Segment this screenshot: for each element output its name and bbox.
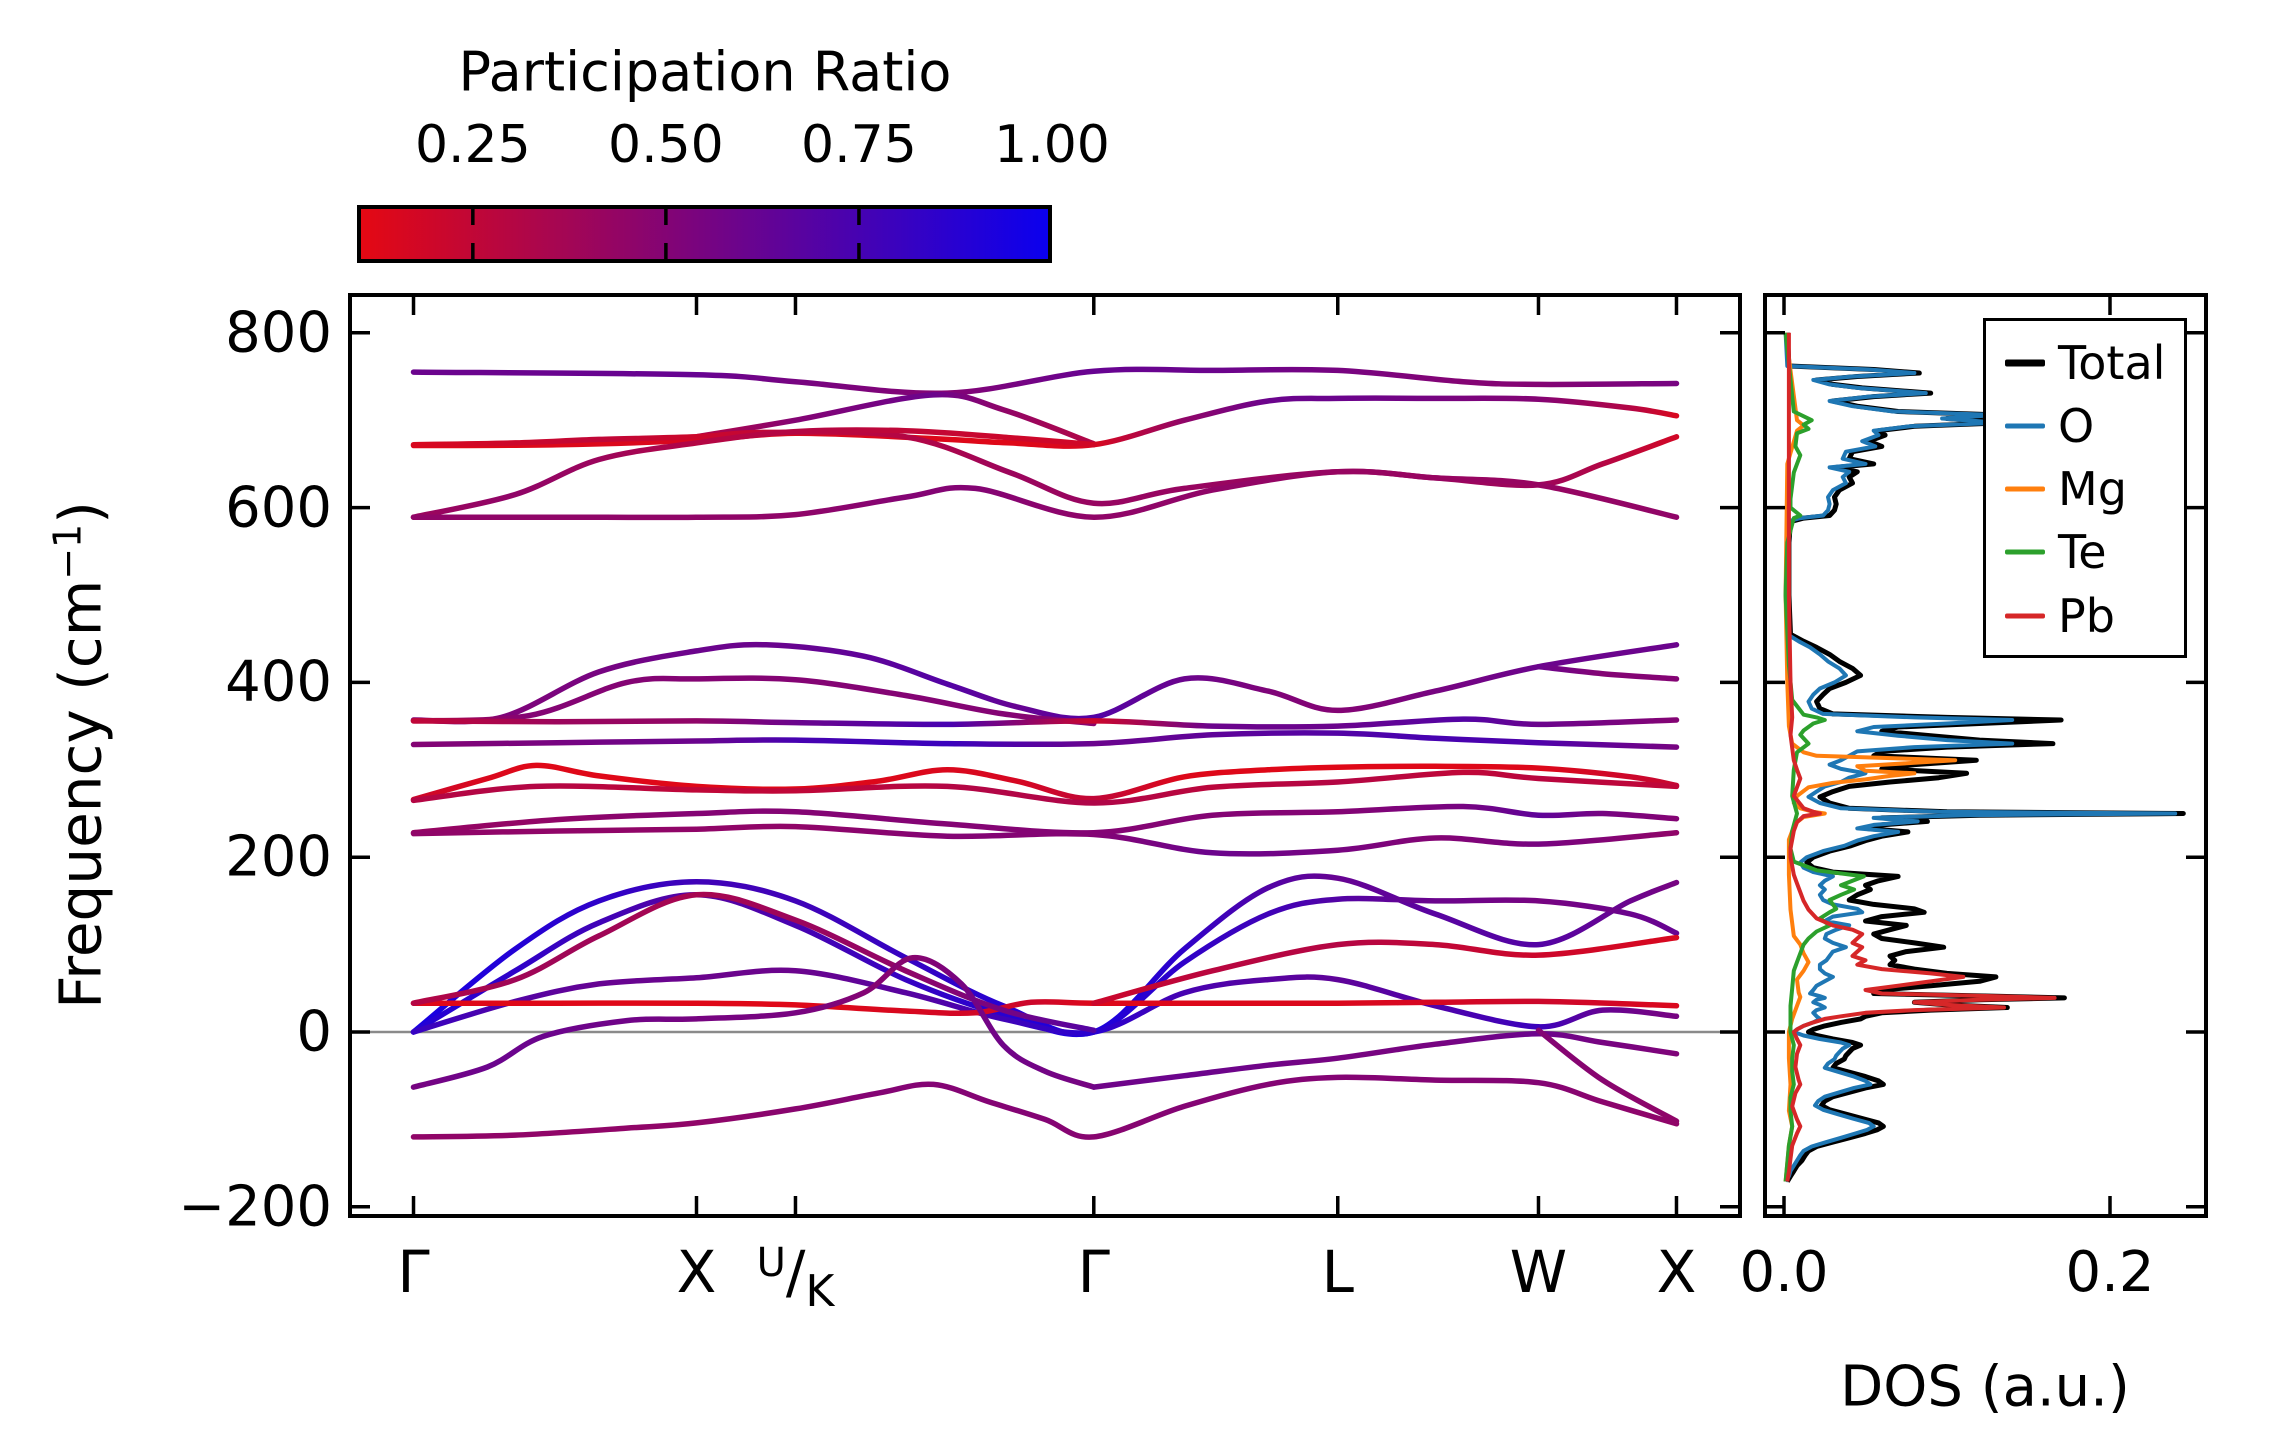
dos-pb-line <box>1785 332 2057 1182</box>
band-path <box>410 395 1680 449</box>
x-tick-label: Γ <box>1077 1238 1110 1306</box>
y-axis-label: Frequency (cm−1) <box>45 501 114 1009</box>
band-path <box>410 468 1680 521</box>
band-path <box>410 967 1680 1036</box>
band-path <box>1091 934 1680 1006</box>
band-path <box>410 429 1680 507</box>
legend-line-swatch <box>2005 359 2045 367</box>
y-axis-label-close: ) <box>46 501 115 524</box>
dos-tick-label: 0.0 <box>1739 1240 1829 1305</box>
y-axis-label-exponent: −1 <box>45 523 90 580</box>
dos-panel-border <box>1763 293 2208 1218</box>
colorbar-tick-label: 1.00 <box>994 115 1110 175</box>
band-path <box>1535 1027 1680 1124</box>
legend-line-swatch <box>2005 486 2045 492</box>
colorbar-ticks <box>471 205 861 263</box>
y-tick-label: 800 <box>225 300 332 366</box>
band-path <box>410 769 1680 806</box>
band-panel-border <box>348 293 1742 1218</box>
uk-label-sub: K <box>805 1266 835 1317</box>
legend-line-swatch <box>2005 423 2045 429</box>
legend-line-swatch <box>2005 549 2045 555</box>
dos-panel-ticks <box>1763 293 2208 1218</box>
dos-tick-label: 0.2 <box>2065 1240 2155 1305</box>
legend-label: Pb <box>2058 589 2115 643</box>
dos-o-line <box>1783 332 2178 1183</box>
uk-label-sup: U <box>756 1240 786 1286</box>
band-structure-panel <box>348 293 1742 1218</box>
legend-line-swatch <box>2005 613 2045 619</box>
band-path <box>410 366 1680 397</box>
band-path <box>410 730 1680 750</box>
legend-label: Te <box>2058 525 2107 579</box>
x-tick-label: X <box>1656 1238 1697 1306</box>
colorbar-tick-label: 0.25 <box>414 115 531 175</box>
legend-label: Total <box>2058 336 2166 390</box>
dos-panel <box>1763 293 2208 1218</box>
colorbar-tick-label: 0.75 <box>801 115 917 175</box>
legend: Total O Mg Te Pb <box>1983 318 2187 658</box>
colorbar-tick-label: 0.50 <box>607 115 724 175</box>
band-path <box>693 391 1097 447</box>
band-path <box>410 998 1680 1017</box>
x-tick-label: X <box>676 1238 717 1306</box>
y-tick-label: −200 <box>178 1174 332 1240</box>
y-tick-label: 0 <box>296 999 332 1065</box>
band-path <box>410 823 1680 857</box>
x-tick-label: U/K <box>756 1238 835 1317</box>
y-tick-label: 400 <box>225 649 332 715</box>
band-path <box>410 891 1097 1034</box>
band-path <box>1535 663 1680 682</box>
band-path <box>1091 1030 1680 1090</box>
band-panel-ticks <box>348 293 1742 1218</box>
colorbar-title: Participation Ratio <box>458 40 952 104</box>
x-tick-label: Γ <box>397 1238 430 1306</box>
y-tick-label: 200 <box>225 824 332 890</box>
band-path <box>410 892 1680 1038</box>
dos-axis-label: DOS (a.u.) <box>1840 1354 2130 1420</box>
legend-label: O <box>2058 399 2095 453</box>
legend-label: Mg <box>2058 462 2127 516</box>
y-tick-label: 600 <box>225 475 332 541</box>
band-path <box>410 716 1680 730</box>
band-path <box>410 641 1680 725</box>
band-path <box>410 675 1097 727</box>
y-axis-label-text: Frequency (cm <box>46 579 115 1009</box>
band-path <box>410 427 1097 520</box>
x-tick-label: W <box>1509 1238 1568 1306</box>
band-path <box>410 1074 1680 1140</box>
uk-label-slash: / <box>785 1238 806 1306</box>
band-path <box>410 762 1680 803</box>
x-tick-label: L <box>1321 1238 1354 1306</box>
band-path <box>410 954 1097 1090</box>
